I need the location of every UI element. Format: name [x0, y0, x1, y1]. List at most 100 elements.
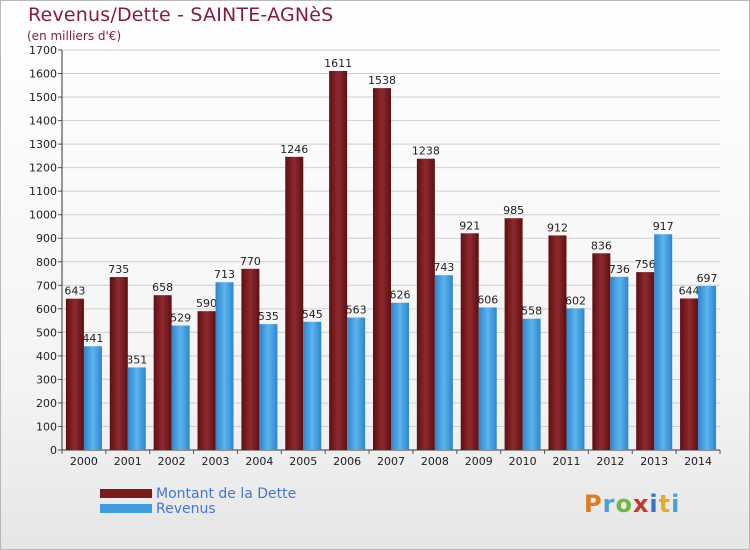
data-label-revenus: 535 [258, 310, 279, 323]
logo-letter: P [584, 490, 603, 518]
data-label-revenus: 545 [302, 308, 323, 321]
x-tick-label: 2005 [289, 455, 317, 468]
bar-dette [65, 298, 84, 450]
data-label-dette: 770 [240, 255, 261, 268]
x-tick-label: 2000 [70, 455, 98, 468]
x-tick-label: 2009 [465, 455, 493, 468]
bar-dette [680, 298, 699, 450]
bar-revenus [215, 282, 234, 450]
data-label-revenus: 917 [653, 220, 674, 233]
data-label-dette: 985 [503, 204, 524, 217]
data-label-dette: 1238 [412, 145, 440, 158]
chart-subtitle: (en milliers d'€) [27, 29, 122, 43]
legend-label-revenus: Revenus [156, 500, 216, 517]
chart-title: Revenus/Dette - SAINTE-AGNèS [28, 4, 334, 26]
x-tick-label: 2001 [114, 455, 142, 468]
x-tick-label: 2010 [509, 455, 537, 468]
y-tick-label: 1700 [29, 44, 57, 57]
bar-revenus [303, 321, 322, 450]
x-tick-label: 2008 [421, 455, 449, 468]
y-tick-label: 100 [36, 420, 57, 433]
x-tick-label: 2013 [640, 455, 668, 468]
legend-swatch-revenus [100, 504, 152, 513]
data-label-dette: 1246 [280, 143, 308, 156]
data-label-dette: 1538 [368, 74, 396, 87]
data-label-dette: 836 [591, 239, 612, 252]
data-label-revenus: 563 [346, 304, 367, 317]
legend-label-dette: Montant de la Dette [156, 485, 297, 502]
legend-item-dette: Montant de la Dette [100, 485, 297, 502]
y-tick-label: 200 [36, 397, 57, 410]
x-tick-label: 2006 [333, 455, 361, 468]
bar-dette [592, 253, 611, 450]
data-label-dette: 921 [459, 219, 480, 232]
data-label-dette: 912 [547, 221, 568, 234]
bar-dette [109, 277, 128, 450]
bar-dette [285, 156, 304, 450]
y-tick-label: 400 [36, 350, 57, 363]
bar-revenus [654, 234, 673, 450]
bar-dette [373, 88, 391, 450]
y-tick-label: 900 [36, 232, 57, 245]
y-tick-label: 300 [36, 373, 57, 386]
bar-dette [241, 268, 260, 450]
x-tick-label: 2002 [158, 455, 186, 468]
data-label-revenus: 713 [214, 268, 235, 281]
x-tick-label: 2012 [596, 455, 624, 468]
bar-revenus [698, 286, 717, 450]
data-label-revenus: 697 [697, 272, 718, 285]
logo-letter: o [615, 490, 633, 518]
y-tick-label: 600 [36, 303, 57, 316]
y-tick-label: 800 [36, 256, 57, 269]
bar-dette [548, 235, 567, 450]
data-label-revenus: 351 [126, 353, 147, 366]
bar-revenus [434, 275, 453, 450]
proxiti-logo: Proxiti [584, 490, 680, 518]
data-label-dette: 756 [635, 258, 656, 271]
legend-swatch-dette [100, 489, 152, 498]
y-tick-label: 1100 [29, 185, 57, 198]
y-tick-label: 1600 [29, 68, 57, 81]
data-label-dette: 643 [64, 285, 85, 298]
y-tick-label: 1000 [29, 209, 57, 222]
data-label-dette: 590 [196, 297, 217, 310]
data-label-dette: 644 [679, 284, 700, 297]
bar-dette [504, 218, 523, 450]
y-tick-label: 0 [50, 444, 57, 457]
bar-dette [636, 272, 655, 450]
data-label-revenus: 736 [609, 263, 630, 276]
data-label-dette: 658 [152, 281, 173, 294]
x-tick-label: 2014 [684, 455, 712, 468]
y-tick-label: 1400 [29, 115, 57, 128]
bar-revenus [566, 308, 585, 450]
data-label-revenus: 602 [565, 294, 586, 307]
data-label-dette: 1611 [324, 57, 352, 70]
logo-letter: i [671, 490, 681, 518]
x-tick-label: 2007 [377, 455, 405, 468]
bar-revenus [478, 307, 497, 450]
bar-revenus [347, 317, 366, 450]
y-tick-label: 700 [36, 279, 57, 292]
legend: Montant de la Dette Revenus [100, 485, 297, 517]
logo-letter: x [632, 490, 650, 518]
x-tick-label: 2003 [202, 455, 230, 468]
bar-dette [460, 233, 479, 450]
logo-letter: i [649, 490, 659, 518]
y-tick-label: 1500 [29, 91, 57, 104]
y-tick-label: 1200 [29, 162, 57, 175]
bar-revenus [171, 325, 190, 450]
bar-dette [416, 158, 435, 451]
bar-dette [329, 70, 348, 451]
y-tick-label: 500 [36, 326, 57, 339]
bar-revenus [83, 346, 102, 450]
x-tick-label: 2011 [552, 455, 580, 468]
bar-dette [197, 311, 216, 450]
bar-revenus [610, 276, 629, 450]
data-label-revenus: 626 [390, 289, 411, 302]
data-label-revenus: 606 [477, 293, 498, 306]
logo-letter: t [658, 490, 672, 518]
bar-revenus [391, 302, 409, 450]
legend-item-revenus: Revenus [100, 500, 296, 517]
data-label-revenus: 529 [170, 312, 191, 325]
